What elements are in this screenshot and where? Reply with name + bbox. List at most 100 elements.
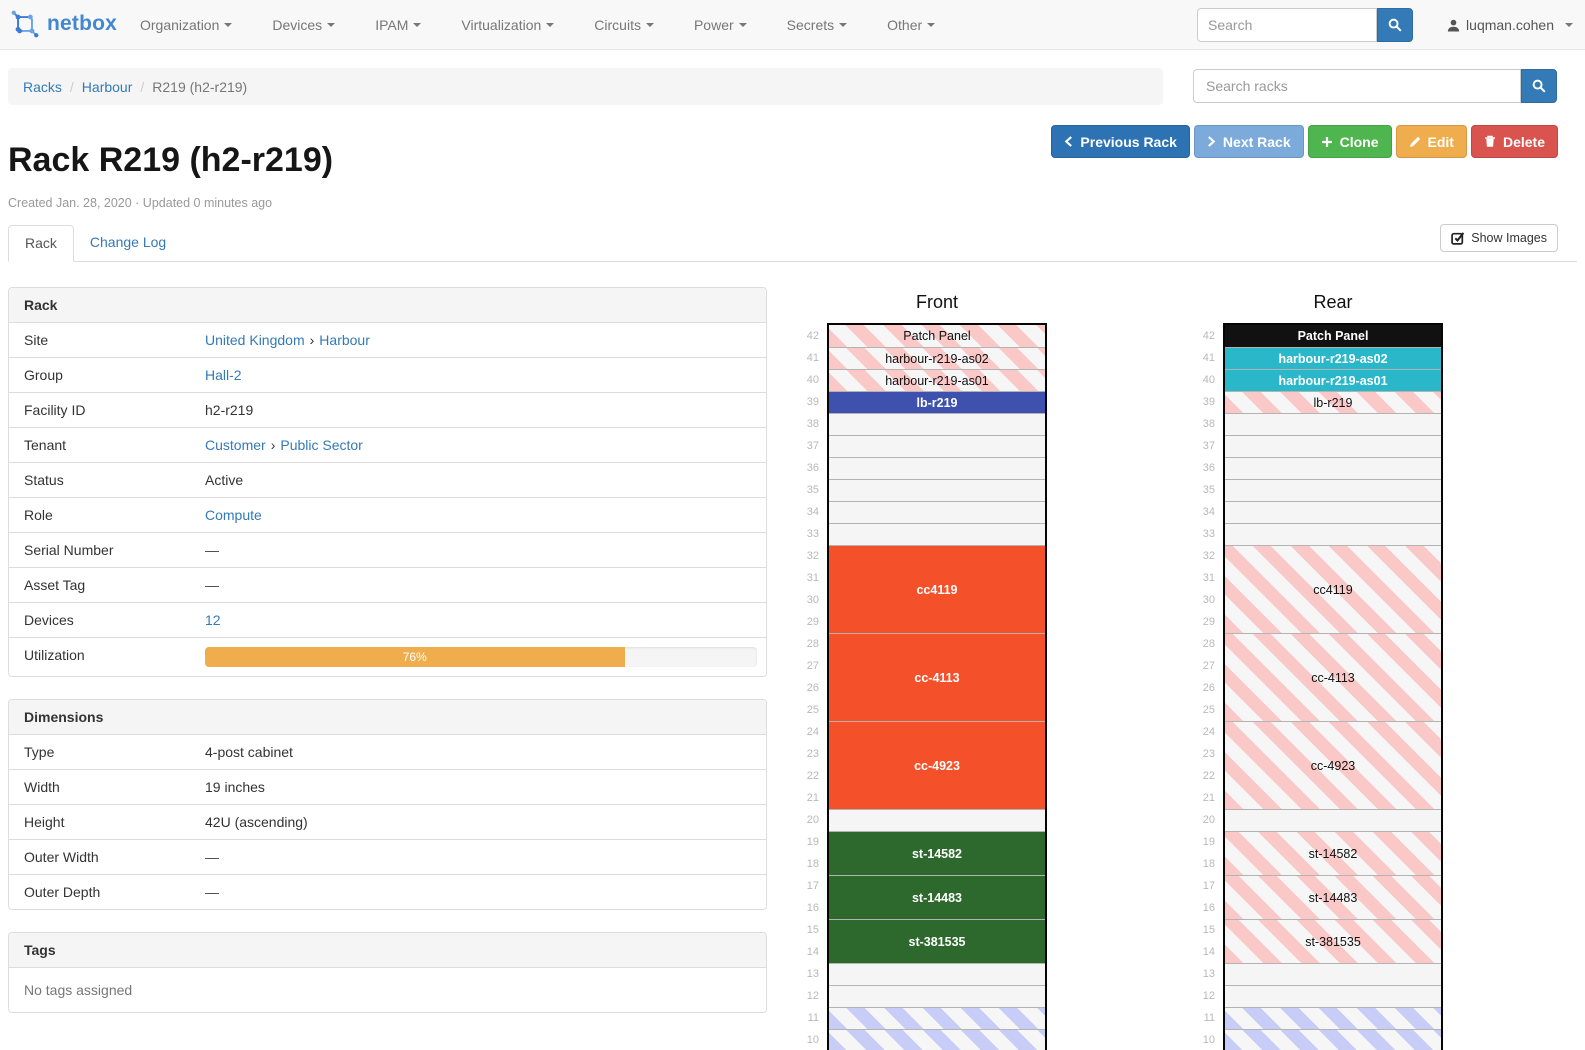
unit-number: 16 xyxy=(1202,902,1215,914)
breadcrumb: Racks / Harbour / R219 (h2-r219) xyxy=(8,68,1163,105)
global-search-button[interactable] xyxy=(1377,8,1413,42)
menu-power[interactable]: Power xyxy=(674,0,767,50)
previous-rack-button[interactable]: Previous Rack xyxy=(1051,125,1190,158)
unit-number: 37 xyxy=(1202,440,1215,452)
dimensions-panel-rows: Type 4-post cabinet Width 19 inches Height 42… xyxy=(9,735,766,909)
top-navbar: netbox Organization Devices IPAM Virtualiza… xyxy=(0,0,1585,50)
text-value: 4-post cabinet xyxy=(205,744,293,760)
unit-number: 14 xyxy=(1202,946,1215,958)
menu-circuits[interactable]: Circuits xyxy=(574,0,674,50)
unit-number: 33 xyxy=(1202,528,1215,540)
rack-unit-cc-4113[interactable]: cc-4113 xyxy=(1225,633,1441,721)
info-row-group: Group Hall-2 xyxy=(9,357,766,392)
tab-rack[interactable]: Rack xyxy=(8,225,74,262)
rack-unit-harbour-r219-as01[interactable]: harbour-r219-as01 xyxy=(1225,369,1441,391)
unit-number: 36 xyxy=(1202,462,1215,474)
unit-number: 28 xyxy=(806,638,819,650)
rack-unit-harbour-r219-as01[interactable]: harbour-r219-as01 xyxy=(829,369,1045,391)
search-icon xyxy=(1532,79,1546,93)
unit-number: 13 xyxy=(806,968,819,980)
device-label: st-381535 xyxy=(1305,934,1361,949)
unit-number: 29 xyxy=(806,616,819,628)
link-hall-2[interactable]: Hall-2 xyxy=(205,367,242,383)
rack-unit-st-381535[interactable]: st-381535 xyxy=(1225,919,1441,963)
menu-devices[interactable]: Devices xyxy=(252,0,355,50)
link-12[interactable]: 12 xyxy=(205,612,221,628)
menu-secrets[interactable]: Secrets xyxy=(767,0,867,50)
unit-number: 40 xyxy=(1202,374,1215,386)
info-value: — xyxy=(205,533,766,567)
menu-virtualization[interactable]: Virtualization xyxy=(441,0,574,50)
tab-change-log[interactable]: Change Log xyxy=(89,234,167,250)
chevron-down-icon xyxy=(327,23,336,27)
show-images-button[interactable]: Show Images xyxy=(1440,224,1558,252)
info-value: — xyxy=(205,840,766,874)
tags-panel-title: Tags xyxy=(9,933,766,968)
user-menu[interactable]: luqman.cohen xyxy=(1447,0,1573,50)
info-label: Facility ID xyxy=(24,402,86,418)
rack-unit-empty xyxy=(829,1029,1045,1050)
unit-number: 17 xyxy=(1202,880,1215,892)
menu-ipam[interactable]: IPAM xyxy=(355,0,441,50)
menu-label: Secrets xyxy=(786,17,835,33)
info-value: 42U (ascending) xyxy=(205,805,766,839)
rack-unit-harbour-r219-as02[interactable]: harbour-r219-as02 xyxy=(829,347,1045,369)
rack-unit-empty xyxy=(1225,523,1441,545)
rack-unit-patch-panel[interactable]: Patch Panel xyxy=(829,325,1045,347)
rack-unit-cc-4113[interactable]: cc-4113 xyxy=(829,633,1045,721)
link-united-kingdom[interactable]: United Kingdom xyxy=(205,332,305,348)
link-harbour[interactable]: Harbour xyxy=(319,332,370,348)
tags-empty-text: No tags assigned xyxy=(24,982,133,998)
unit-number: 28 xyxy=(1202,638,1215,650)
next-rack-button[interactable]: Next Rack xyxy=(1193,125,1304,158)
info-row-type: Type 4-post cabinet xyxy=(9,735,766,769)
info-label: Height xyxy=(24,814,65,830)
edit-button[interactable]: Edit xyxy=(1395,125,1467,158)
rack-unit-cc-4923[interactable]: cc-4923 xyxy=(1225,721,1441,809)
menu-other[interactable]: Other xyxy=(867,0,955,50)
breadcrumb-item-racks[interactable]: Racks xyxy=(23,78,62,95)
rack-unit-cc-4923[interactable]: cc-4923 xyxy=(829,721,1045,809)
rack-unit-cc4119[interactable]: cc4119 xyxy=(829,545,1045,633)
unit-number: 17 xyxy=(806,880,819,892)
menu-label: Circuits xyxy=(594,17,641,33)
clone-button[interactable]: Clone xyxy=(1307,125,1392,158)
device-label: cc4119 xyxy=(1313,582,1353,597)
rack-unit-patch-panel[interactable]: Patch Panel xyxy=(1225,325,1441,347)
device-label: st-14483 xyxy=(1308,890,1358,905)
rack-unit-empty xyxy=(829,479,1045,501)
netbox-logo-icon xyxy=(10,9,40,39)
rack-unit-st-14483[interactable]: st-14483 xyxy=(829,875,1045,919)
unit-number: 38 xyxy=(806,418,819,430)
rack-unit-st-14582[interactable]: st-14582 xyxy=(1225,831,1441,875)
unit-number: 30 xyxy=(1202,594,1215,606)
rack-unit-st-14582[interactable]: st-14582 xyxy=(829,831,1045,875)
rack-unit-harbour-r219-as02[interactable]: harbour-r219-as02 xyxy=(1225,347,1441,369)
text-value: h2-r219 xyxy=(205,402,254,418)
breadcrumb-item-harbour[interactable]: Harbour xyxy=(81,78,133,95)
unit-number: 25 xyxy=(1202,704,1215,716)
trash-icon xyxy=(1484,135,1496,148)
front-unit-labels: 42 41 40 39 38 37 36 35 34 33 32 31 30 29 28 27 26 25 24 23… xyxy=(795,323,819,1050)
rack-unit-lb-r219[interactable]: lb-r219 xyxy=(829,391,1045,413)
info-value: — xyxy=(205,875,766,909)
rack-search-button[interactable] xyxy=(1521,69,1557,103)
rack-unit-st-14483[interactable]: st-14483 xyxy=(1225,875,1441,919)
link-public-sector[interactable]: Public Sector xyxy=(280,437,363,453)
delete-button[interactable]: Delete xyxy=(1470,125,1558,158)
rack-unit-st-381535[interactable]: st-381535 xyxy=(829,919,1045,963)
link-compute[interactable]: Compute xyxy=(205,507,262,523)
unit-number: 14 xyxy=(806,946,819,958)
unit-number: 27 xyxy=(1202,660,1215,672)
netbox-brand[interactable]: netbox xyxy=(10,9,117,39)
global-search-input[interactable] xyxy=(1197,8,1377,42)
menu-label: IPAM xyxy=(375,17,409,33)
info-label: Devices xyxy=(24,612,74,628)
unit-number: 13 xyxy=(1202,968,1215,980)
menu-organization[interactable]: Organization xyxy=(120,0,252,50)
info-label: Outer Depth xyxy=(24,884,101,900)
rack-unit-lb-r219[interactable]: lb-r219 xyxy=(1225,391,1441,413)
rack-search-input[interactable] xyxy=(1193,69,1521,103)
rack-unit-cc4119[interactable]: cc4119 xyxy=(1225,545,1441,633)
link-customer[interactable]: Customer xyxy=(205,437,266,453)
